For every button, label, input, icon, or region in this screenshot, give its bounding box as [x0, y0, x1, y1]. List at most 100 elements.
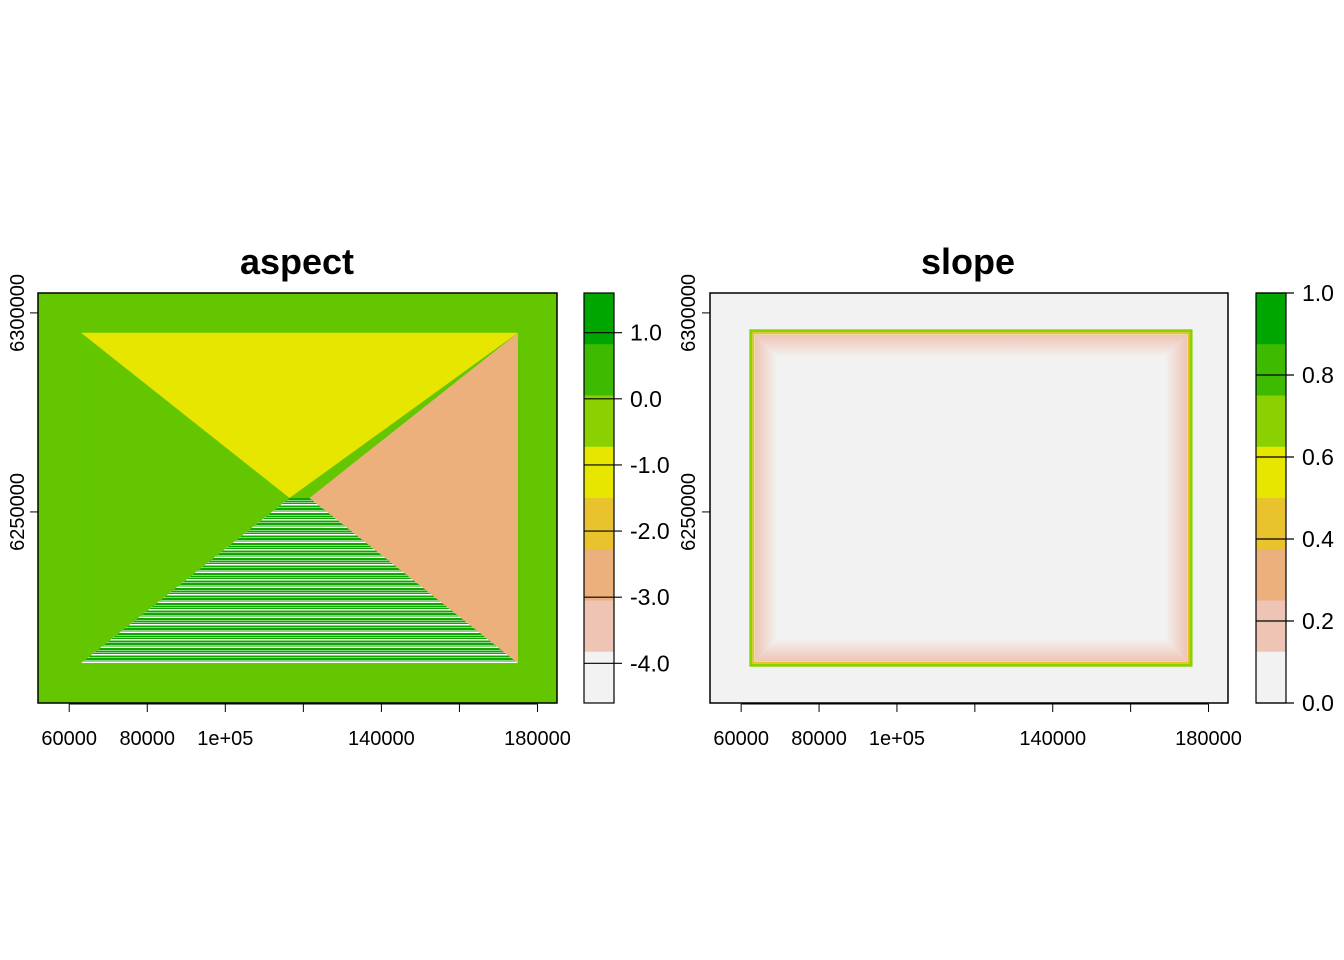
colorbar-segment — [1256, 498, 1286, 550]
colorbar-segment — [1256, 651, 1286, 704]
aspect-south-stripe — [80, 538, 518, 540]
aspect-south-stripe — [80, 650, 518, 653]
colorbar-segment — [1256, 293, 1286, 345]
aspect-south-stripe — [80, 630, 518, 632]
aspect-south-stripe — [80, 643, 518, 645]
colorbar-tick-label: 0.2 — [1302, 608, 1334, 634]
aspect-south-stripe — [80, 655, 518, 658]
aspect-south-stripe — [80, 565, 518, 568]
aspect-south-stripe — [80, 533, 518, 534]
aspect-plot-frame — [37, 292, 558, 704]
aspect-south-stripe — [80, 635, 518, 638]
aspect-south-stripe — [80, 530, 518, 533]
slope-edge-right — [1165, 334, 1188, 662]
y-tick-label: 6250000 — [7, 473, 29, 551]
colorbar-segment — [1256, 549, 1286, 601]
aspect-south-stripe — [80, 618, 518, 620]
colorbar-tick-label: -3.0 — [630, 584, 670, 610]
aspect-south-stripe — [80, 575, 518, 578]
colorbar-segment — [584, 498, 614, 550]
aspect-south-stripe — [80, 588, 518, 590]
colorbar-tick-label: 1.0 — [1302, 280, 1334, 306]
aspect-region-west — [80, 332, 290, 664]
x-tick-label: 1e+05 — [869, 728, 925, 750]
colorbar-tick-label: -1.0 — [630, 452, 670, 478]
aspect-south-stripe — [80, 525, 518, 527]
colorbar-segment — [584, 651, 614, 704]
aspect-south-stripe — [80, 610, 518, 613]
aspect-south-stripe — [80, 603, 518, 605]
aspect-y-axis: 6300000 6250000 — [7, 274, 38, 551]
slope-edge-bottom — [754, 639, 1188, 662]
colorbar-tick-label: 0.0 — [1302, 690, 1334, 716]
aspect-region-east — [309, 332, 518, 664]
slope-rim — [749, 329, 1193, 667]
aspect-south-stripe — [80, 593, 518, 594]
colorbar-segment — [1256, 446, 1286, 499]
aspect-south-stripe — [80, 570, 518, 572]
aspect-south-stripe — [80, 648, 518, 650]
x-tick-label: 80000 — [791, 728, 847, 750]
aspect-south-stripe — [80, 660, 518, 662]
aspect-south-stripe — [80, 600, 518, 602]
aspect-south-stripe — [80, 505, 518, 508]
aspect-south-stripe — [80, 563, 518, 564]
x-tick-label: 1e+05 — [197, 728, 253, 750]
aspect-south-stripe — [80, 573, 518, 575]
aspect-south-stripe — [80, 558, 518, 560]
aspect-south-stripe — [80, 523, 518, 525]
slope-rim-inner — [752, 332, 1190, 664]
x-tick-label: 180000 — [504, 728, 571, 750]
aspect-south-stripe — [80, 560, 518, 563]
aspect-south-stripe — [80, 658, 518, 660]
aspect-south-stripe — [80, 590, 518, 593]
aspect-south-stripe — [80, 503, 518, 504]
aspect-south-stripe — [80, 540, 518, 542]
aspect-south-stripe — [80, 595, 518, 598]
aspect-south-stripe — [80, 520, 518, 523]
colorbar-segment — [584, 344, 614, 396]
colorbar-tick-label: -4.0 — [630, 650, 670, 676]
aspect-south-stripe — [80, 545, 518, 548]
aspect-south-stripe — [80, 568, 518, 570]
slope-y-axis: 6300000 6250000 — [678, 274, 710, 551]
aspect-title: aspect — [240, 241, 354, 282]
slope-title: slope — [921, 241, 1015, 282]
aspect-south-stripe — [80, 548, 518, 549]
slope-x-axis: 60000 80000 1e+05 140000 180000 — [713, 703, 1242, 750]
aspect-south-stripe — [80, 623, 518, 624]
colorbar-tick-label: 1.0 — [630, 320, 662, 346]
aspect-south-stripe — [80, 580, 518, 583]
aspect-south-stripe — [80, 508, 518, 510]
aspect-south-stripe — [80, 613, 518, 615]
y-tick-label: 6250000 — [678, 473, 700, 551]
aspect-south-stripe — [80, 513, 518, 515]
y-tick-label: 6300000 — [7, 274, 29, 352]
aspect-colorbar: 1.0 0.0 -1.0 -2.0 -3.0 -4.0 — [583, 292, 670, 704]
colorbar-segment — [584, 395, 614, 448]
x-tick-label: 60000 — [41, 728, 97, 750]
aspect-south-stripe — [80, 615, 518, 617]
aspect-south-stripe — [80, 598, 518, 600]
aspect-south-stripe — [80, 620, 518, 623]
colorbar-tick-label: 0.6 — [1302, 444, 1334, 470]
aspect-south-stripe — [80, 515, 518, 518]
aspect-south-stripe — [80, 628, 518, 630]
slope-panel: slope 60000 80000 1e+05 140000 180000 630000… — [678, 241, 1334, 750]
slope-edge-left — [754, 334, 777, 662]
aspect-south-stripe — [80, 518, 518, 519]
aspect-south-stripe — [80, 500, 518, 503]
x-tick-label: 140000 — [1019, 728, 1086, 750]
aspect-south-stripe — [80, 550, 518, 553]
aspect-south-stripe — [80, 498, 518, 500]
slope-raster — [710, 293, 1228, 703]
aspect-south-stripe — [80, 578, 518, 579]
colorbar-tick-label: 0.4 — [1302, 526, 1334, 552]
aspect-south-stripe — [80, 638, 518, 639]
x-tick-label: 140000 — [348, 728, 415, 750]
aspect-south-stripe — [80, 510, 518, 512]
colorbar-segment — [1256, 344, 1286, 396]
aspect-south-stripe — [80, 535, 518, 538]
aspect-south-stripe — [80, 528, 518, 530]
